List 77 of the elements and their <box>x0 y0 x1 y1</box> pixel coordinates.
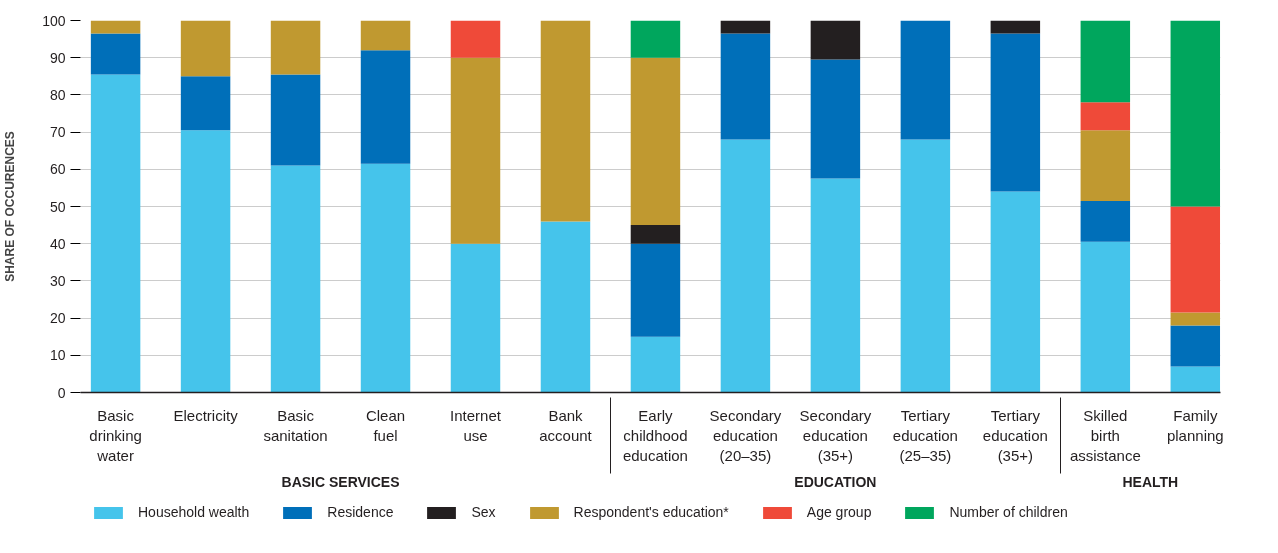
y-tick-label: 50 <box>49 198 66 215</box>
bar <box>720 139 771 393</box>
bar <box>720 20 771 34</box>
bar <box>90 74 141 393</box>
x-tick-label: Internet use <box>450 406 502 444</box>
bar <box>1080 241 1131 393</box>
bar <box>1080 102 1131 131</box>
bar <box>360 50 411 164</box>
x-tick-label: Family planning <box>1166 406 1224 444</box>
bar <box>1170 312 1221 326</box>
y-tick-label: 80 <box>49 86 66 103</box>
bar <box>540 221 591 393</box>
bar <box>1170 325 1221 367</box>
y-tick-label: 30 <box>49 272 66 289</box>
bar <box>900 139 951 393</box>
y-tick-label: 20 <box>49 310 66 327</box>
bar <box>1170 20 1221 207</box>
x-tick-label: Basic sanitation <box>263 406 328 444</box>
text: BASIC SERVICES <box>281 473 400 490</box>
bar <box>1170 206 1221 313</box>
bar <box>270 74 321 166</box>
legend-label: Respondent's education* <box>573 504 729 520</box>
bar <box>360 163 411 393</box>
bar <box>990 191 1041 393</box>
x-tick-label: Bank account <box>539 406 593 444</box>
bar <box>630 20 681 58</box>
text: HEALTH <box>1122 473 1179 490</box>
y-tick-label: 100 <box>42 12 66 29</box>
bar <box>90 33 141 75</box>
bar <box>1080 20 1131 103</box>
bar <box>270 165 321 393</box>
x-tick-label: Basic drinking water <box>89 406 142 465</box>
bar <box>630 336 681 393</box>
bar <box>1170 366 1221 393</box>
bar <box>180 76 231 131</box>
bar <box>1080 130 1131 201</box>
y-tick-label: 0 <box>57 384 66 401</box>
bar <box>450 243 501 393</box>
bar <box>720 33 771 140</box>
bar <box>630 225 681 244</box>
bar <box>810 178 861 393</box>
bar <box>810 59 861 179</box>
bar <box>270 20 321 75</box>
y-tick-label: 60 <box>49 161 66 178</box>
bar <box>90 20 141 34</box>
x-tick-label: Tertiary education (25–35) <box>892 406 958 465</box>
bar <box>630 57 681 226</box>
x-tick-label: Electricity <box>173 406 239 424</box>
y-tick-label: 40 <box>49 235 66 252</box>
y-tick-label: 70 <box>49 124 66 141</box>
legend-label: Household wealth <box>138 504 250 520</box>
bar <box>810 20 861 60</box>
y-axis-title: SHARE OF OCCURENCES <box>3 131 18 282</box>
y-tick-label: 90 <box>49 49 66 66</box>
y-tick-label: 10 <box>49 347 66 364</box>
legend-label: Number of children <box>949 504 1068 520</box>
bar <box>450 57 501 244</box>
bar <box>540 20 591 222</box>
bar <box>900 20 951 140</box>
legend-label: Sex <box>471 504 496 520</box>
bar <box>180 20 231 77</box>
x-tick-label: Secondary education (20–35) <box>709 406 782 465</box>
legend-label: Residence <box>327 504 394 520</box>
bar <box>360 20 411 51</box>
legend-label: Age group <box>806 504 872 520</box>
text: EDUCATION <box>794 473 877 490</box>
x-tick-label: Secondary education (35+) <box>799 406 872 465</box>
bar <box>1080 200 1131 242</box>
bar <box>990 20 1041 34</box>
bar <box>990 33 1041 192</box>
bar <box>180 130 231 393</box>
bar <box>630 243 681 337</box>
x-tick-label: Tertiary education (35+) <box>982 406 1048 465</box>
x-tick-label: Early childhood education <box>622 406 688 465</box>
x-tick-label: Clean fuel <box>365 406 406 444</box>
bar <box>450 20 501 58</box>
x-tick-label: Skilled birth assistance <box>1069 406 1141 465</box>
